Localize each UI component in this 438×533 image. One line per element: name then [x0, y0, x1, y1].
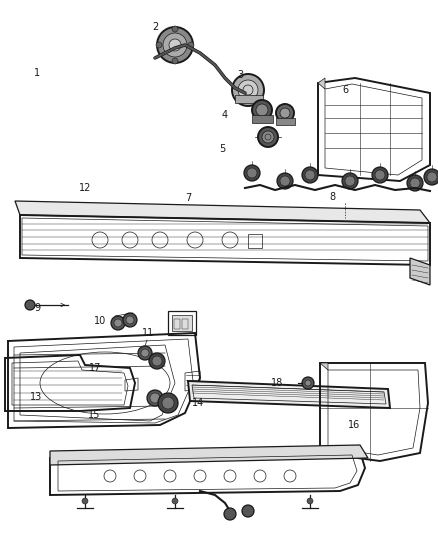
Polygon shape	[320, 363, 328, 370]
Circle shape	[262, 131, 274, 143]
Circle shape	[123, 313, 137, 327]
Circle shape	[375, 170, 385, 180]
Circle shape	[157, 27, 193, 63]
Circle shape	[372, 167, 388, 183]
Circle shape	[276, 104, 294, 122]
Circle shape	[345, 176, 355, 186]
Polygon shape	[276, 118, 295, 125]
Circle shape	[82, 498, 88, 504]
Circle shape	[305, 380, 311, 386]
Bar	[168, 311, 196, 335]
Polygon shape	[252, 115, 273, 123]
Polygon shape	[188, 381, 390, 408]
Polygon shape	[50, 445, 368, 465]
Circle shape	[256, 104, 268, 116]
Bar	[174, 319, 180, 329]
Text: 3: 3	[237, 70, 243, 80]
Text: 2: 2	[152, 22, 158, 32]
Circle shape	[147, 390, 163, 406]
Circle shape	[172, 58, 178, 64]
Circle shape	[427, 172, 437, 182]
Text: 16: 16	[348, 420, 360, 430]
Circle shape	[302, 167, 318, 183]
Circle shape	[410, 178, 420, 188]
Bar	[172, 315, 192, 331]
Text: 9: 9	[34, 303, 40, 313]
Text: 7: 7	[185, 193, 191, 203]
Circle shape	[126, 316, 134, 324]
Circle shape	[244, 165, 260, 181]
Text: 6: 6	[342, 85, 348, 95]
Text: 10: 10	[94, 316, 106, 326]
Text: 5: 5	[219, 144, 225, 154]
Circle shape	[25, 300, 35, 310]
Text: 11: 11	[142, 328, 154, 338]
Circle shape	[307, 498, 313, 504]
Text: 18: 18	[271, 378, 283, 388]
Circle shape	[232, 74, 264, 106]
Circle shape	[188, 42, 194, 48]
Circle shape	[238, 80, 258, 100]
Bar	[182, 319, 188, 329]
Circle shape	[247, 168, 257, 178]
Circle shape	[280, 108, 290, 118]
Circle shape	[172, 26, 178, 32]
Circle shape	[163, 33, 187, 57]
Polygon shape	[320, 447, 328, 453]
Bar	[248, 234, 262, 248]
Circle shape	[224, 508, 236, 520]
Circle shape	[162, 397, 174, 409]
Circle shape	[111, 316, 125, 330]
Circle shape	[152, 356, 162, 366]
Text: 8: 8	[329, 192, 335, 202]
Text: 14: 14	[192, 398, 204, 408]
Circle shape	[141, 349, 149, 357]
Circle shape	[424, 169, 438, 185]
Circle shape	[277, 173, 293, 189]
Text: 17: 17	[89, 363, 101, 373]
Circle shape	[258, 127, 278, 147]
Text: 12: 12	[79, 183, 91, 193]
Circle shape	[342, 173, 358, 189]
Polygon shape	[235, 95, 263, 103]
Text: 4: 4	[222, 110, 228, 120]
Circle shape	[407, 175, 423, 191]
Circle shape	[252, 100, 272, 120]
Polygon shape	[318, 78, 325, 89]
Circle shape	[302, 377, 314, 389]
Circle shape	[138, 346, 152, 360]
Circle shape	[242, 505, 254, 517]
Circle shape	[158, 393, 178, 413]
Text: 13: 13	[30, 392, 42, 402]
Circle shape	[156, 42, 162, 48]
Circle shape	[150, 393, 160, 403]
Text: 15: 15	[88, 410, 100, 420]
Circle shape	[114, 319, 122, 327]
Circle shape	[172, 498, 178, 504]
Circle shape	[280, 176, 290, 186]
Text: 1: 1	[34, 68, 40, 78]
Circle shape	[169, 39, 181, 51]
Polygon shape	[15, 201, 430, 223]
Circle shape	[305, 170, 315, 180]
Polygon shape	[410, 258, 430, 285]
Circle shape	[149, 353, 165, 369]
